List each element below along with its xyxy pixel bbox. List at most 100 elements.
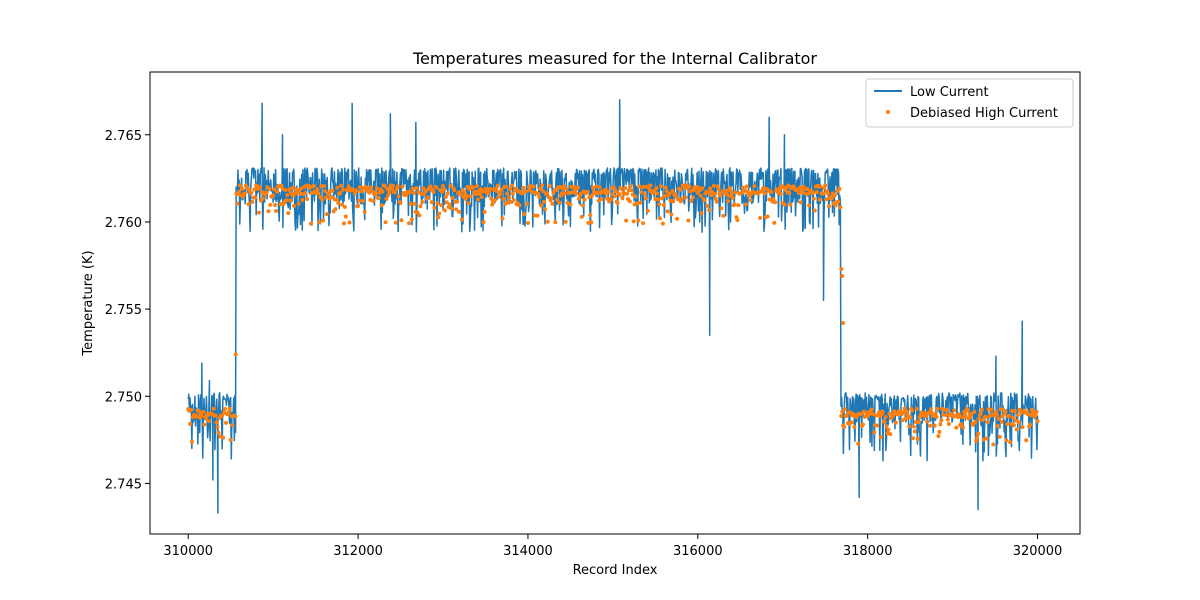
- scatter-point: [743, 202, 748, 207]
- scatter-point: [597, 185, 602, 190]
- scatter-point: [356, 203, 361, 208]
- scatter-point: [387, 190, 392, 195]
- scatter-point: [544, 190, 549, 195]
- scatter-point: [852, 425, 857, 430]
- scatter-point: [683, 195, 688, 200]
- scatter-point: [716, 187, 721, 192]
- scatter-point: [1008, 440, 1013, 445]
- scatter-point: [508, 199, 513, 204]
- legend-box: [865, 78, 1074, 128]
- scatter-point: [376, 196, 381, 201]
- scatter-point: [341, 221, 346, 226]
- scatter-point: [1034, 409, 1039, 414]
- scatter-point: [538, 186, 543, 191]
- scatter-point: [1016, 420, 1021, 425]
- scatter-point: [973, 419, 978, 424]
- scatter-point: [535, 213, 540, 218]
- scatter-point: [660, 221, 665, 226]
- scatter-point: [1020, 425, 1025, 430]
- scatter-point: [412, 201, 417, 206]
- scatter-point: [615, 200, 620, 205]
- scatter-point: [814, 190, 819, 194]
- scatter-point: [303, 190, 308, 195]
- scatter-point: [928, 407, 933, 412]
- scatter-point: [578, 191, 583, 196]
- scatter-point: [762, 191, 767, 196]
- scatter-point: [557, 200, 562, 205]
- scatter-point: [505, 191, 510, 196]
- scatter-point: [590, 193, 595, 198]
- scatter-point: [611, 185, 616, 190]
- scatter-point: [721, 213, 726, 218]
- scatter-point: [884, 424, 889, 429]
- scatter-point: [842, 424, 847, 429]
- scatter-point: [641, 221, 646, 226]
- scatter-point: [450, 196, 455, 201]
- scatter-point: [537, 195, 542, 200]
- scatter-point: [642, 192, 647, 197]
- scatter-point: [444, 200, 449, 205]
- scatter-point: [296, 201, 301, 206]
- scatter-point: [286, 211, 291, 216]
- scatter-point: [1015, 413, 1020, 418]
- scatter-point: [603, 187, 608, 192]
- scatter-point: [501, 196, 506, 201]
- scatter-point: [659, 184, 663, 189]
- scatter-point: [242, 191, 247, 196]
- scatter-point: [968, 415, 973, 420]
- scatter-point: [479, 195, 484, 200]
- scatter-point: [877, 410, 881, 415]
- scatter-point: [371, 198, 376, 203]
- scatter-point: [500, 216, 505, 221]
- scatter-point: [342, 205, 347, 210]
- scatter-point: [383, 220, 388, 225]
- scatter-point: [971, 422, 976, 427]
- scatter-point: [736, 203, 741, 208]
- scatter-point: [466, 201, 471, 206]
- scatter-point: [418, 204, 423, 209]
- scatter-point: [1003, 409, 1008, 414]
- scatter-point: [617, 192, 622, 197]
- scatter-point: [698, 193, 703, 198]
- y-axis-label: Temperature (K): [81, 250, 96, 356]
- scatter-point: [576, 196, 581, 201]
- scatter-point: [952, 408, 957, 413]
- scatter-point: [572, 184, 577, 189]
- scatter-point: [288, 198, 293, 203]
- scatter-point: [189, 407, 194, 412]
- scatter-point: [340, 187, 345, 192]
- plot-frame: [149, 71, 1081, 535]
- legend-label-low-current: Low Current: [910, 85, 989, 100]
- y-tick-label: 2.750: [105, 390, 142, 405]
- scatter-point: [910, 436, 915, 441]
- scatter-point: [390, 187, 395, 192]
- scatter-point: [677, 187, 682, 192]
- scatter-point: [882, 419, 887, 424]
- scatter-point: [525, 201, 529, 206]
- scatter-point: [974, 438, 979, 443]
- scatter-point: [612, 194, 617, 199]
- scatter-point: [725, 188, 730, 193]
- scatter-point: [359, 189, 364, 194]
- scatter-point: [905, 412, 910, 417]
- scatter-point: [729, 192, 734, 197]
- scatter-point: [908, 415, 913, 420]
- scatter-point: [994, 409, 999, 414]
- scatter-point: [189, 439, 194, 444]
- scatter-point: [458, 192, 463, 197]
- scatter-point: [639, 190, 644, 195]
- scatter-point: [995, 424, 1000, 429]
- scatter-point: [767, 197, 772, 202]
- scatter-point: [271, 193, 276, 198]
- scatter-point: [983, 414, 988, 419]
- scatter-point: [910, 408, 915, 413]
- scatter-point: [669, 212, 674, 217]
- scatter-point: [859, 411, 864, 416]
- scatter-point: [250, 199, 255, 204]
- scatter-point: [912, 429, 917, 434]
- scatter-point: [454, 207, 459, 212]
- scatter-point: [1011, 415, 1015, 420]
- scatter-point: [837, 186, 842, 191]
- scatter-point: [945, 417, 950, 422]
- scatter-point: [714, 199, 719, 204]
